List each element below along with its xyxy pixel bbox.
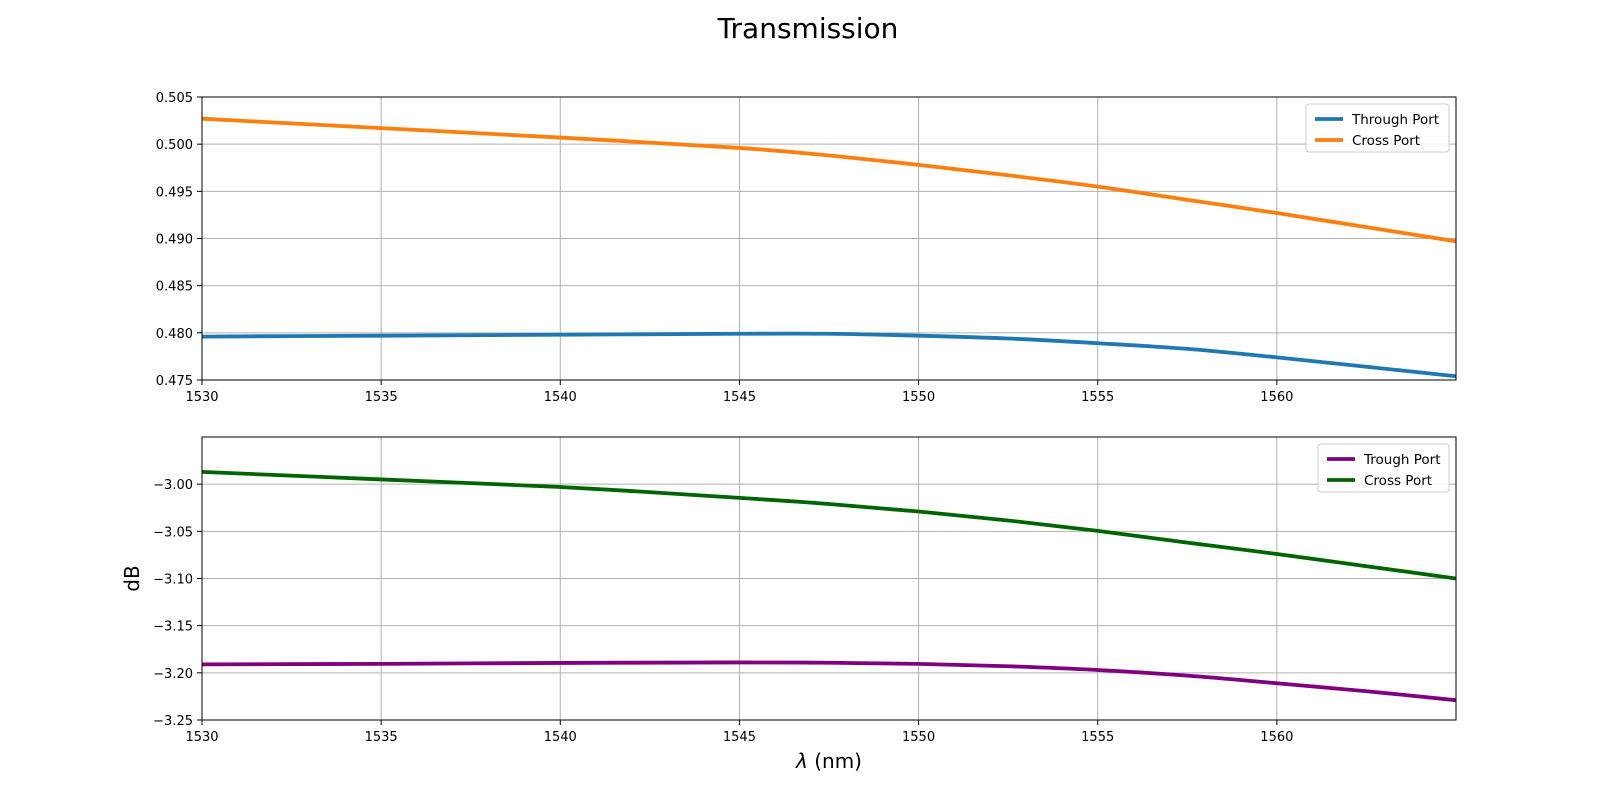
x-tick-label: 1540 bbox=[544, 730, 577, 745]
y-tick-label: −3.05 bbox=[153, 525, 193, 540]
x-tick-label: 1550 bbox=[902, 730, 935, 745]
x-axis-label-unit: (nm) bbox=[808, 749, 862, 773]
legend-entry-1: Cross Port bbox=[1364, 473, 1432, 489]
x-tick-label: 1530 bbox=[185, 730, 218, 745]
series-line-1 bbox=[202, 470, 1456, 581]
y-tick-label: 0.505 bbox=[156, 91, 193, 106]
top-subplot: 1530 1535 1540 1545 1550 1555 1560 0.475 0.480 0.… bbox=[156, 91, 1457, 405]
y-tick-label: 0.500 bbox=[156, 138, 193, 153]
figure-title: Transmission bbox=[717, 12, 899, 45]
y-tick-label: 0.475 bbox=[156, 374, 193, 389]
x-tick-label: 1530 bbox=[185, 390, 218, 405]
y-tick-label: −3.20 bbox=[153, 667, 193, 682]
y-tick-label: −3.25 bbox=[153, 714, 193, 729]
x-axis-label: λ (nm) bbox=[795, 749, 862, 773]
y-tick-label: 0.490 bbox=[156, 233, 193, 248]
legend: Trough Port Cross Port bbox=[1317, 443, 1450, 493]
legend-entry-1: Cross Port bbox=[1352, 133, 1420, 149]
y-tick-label: 0.495 bbox=[156, 185, 193, 200]
x-axis-label-symbol: λ bbox=[795, 749, 808, 773]
y-tick-label: 0.485 bbox=[156, 280, 193, 295]
x-tick-label: 1535 bbox=[365, 730, 398, 745]
x-tick-label: 1555 bbox=[1081, 390, 1114, 405]
y-axis-label: dB bbox=[120, 565, 144, 591]
legend-entry-0: Through Port bbox=[1351, 112, 1439, 128]
x-tick-label: 1540 bbox=[544, 390, 577, 405]
x-tick-label: 1560 bbox=[1260, 390, 1293, 405]
series-line-0 bbox=[202, 331, 1456, 379]
x-tick-label: 1545 bbox=[723, 730, 756, 745]
x-tick-label: 1545 bbox=[723, 390, 756, 405]
x-tick-label: 1560 bbox=[1260, 730, 1293, 745]
legend: Through Port Cross Port bbox=[1305, 103, 1450, 153]
bottom-subplot: 1530 1535 1540 1545 1550 1555 1560 −3.25 −3.20 −3… bbox=[120, 436, 1457, 773]
x-tick-label: 1555 bbox=[1081, 730, 1114, 745]
series-line-0 bbox=[202, 660, 1456, 703]
x-tick-label: 1535 bbox=[365, 390, 398, 405]
x-tick-label: 1550 bbox=[902, 390, 935, 405]
legend-entry-0: Trough Port bbox=[1363, 452, 1441, 468]
y-tick-label: −3.00 bbox=[153, 478, 193, 493]
y-tick-label: −3.15 bbox=[153, 620, 193, 635]
series-line-1 bbox=[202, 116, 1456, 244]
y-tick-label: −3.10 bbox=[153, 573, 193, 588]
y-tick-label: 0.480 bbox=[156, 327, 193, 342]
